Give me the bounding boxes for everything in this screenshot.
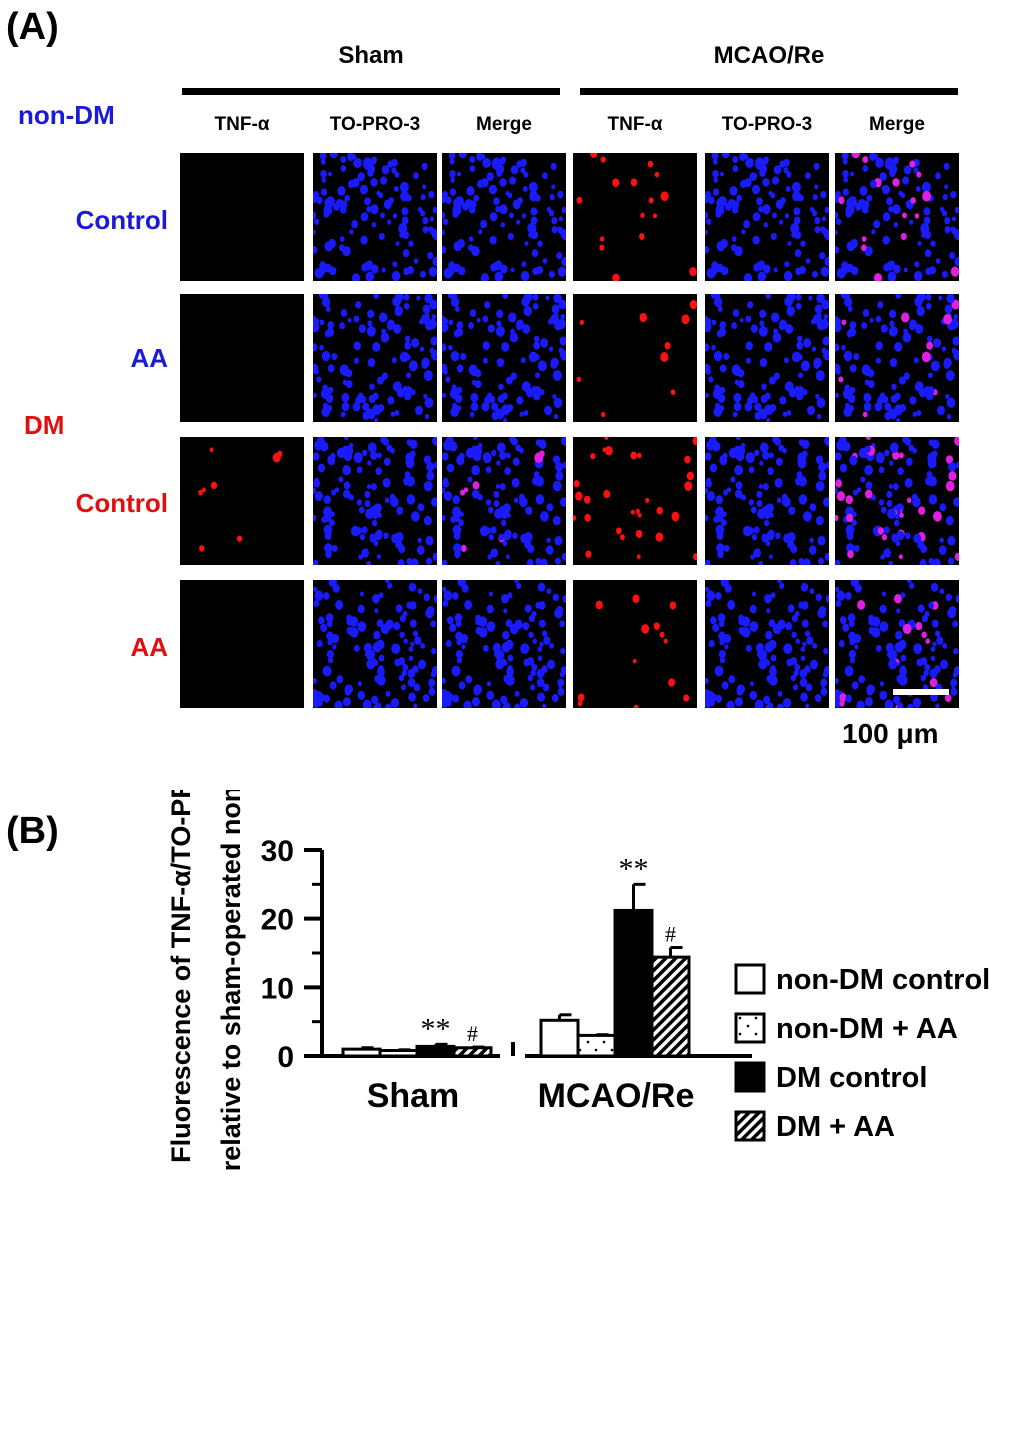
micrograph-tile (180, 153, 304, 281)
bar (452, 1046, 493, 1058)
micrograph-tile (835, 294, 959, 422)
micrograph-tile (180, 294, 304, 422)
group-bar-mcao (580, 88, 958, 95)
micrograph-tile (313, 580, 437, 708)
y-tick-label: 10 (261, 972, 294, 1005)
col-label-mcao-tnf: TNF-α (607, 114, 663, 135)
micrograph-tile (705, 294, 829, 422)
y-tick-label: 0 (277, 1041, 294, 1074)
col-label-sham-tnf: TNF-α (214, 114, 270, 135)
legend-swatch (734, 963, 766, 995)
section-label-dm: DM (24, 410, 65, 440)
col-label-sham-merge: Merge (476, 114, 532, 135)
group-bar-sham (182, 88, 560, 95)
micrograph-tile (313, 294, 437, 422)
panel-a-label: (A) (6, 6, 59, 48)
micrograph-tile (442, 437, 566, 565)
legend-label: non-DM + AA (776, 1013, 958, 1045)
micrograph-tile (180, 580, 304, 708)
micrograph-tile (573, 437, 697, 565)
significance-mark: ** (619, 852, 649, 885)
col-label-mcao-topro: TO-PRO-3 (721, 114, 813, 135)
micrograph-tile (835, 437, 959, 565)
legend-swatch (734, 1061, 766, 1093)
legend-label: non-DM control (776, 964, 990, 996)
micrograph-tile (573, 153, 697, 281)
micrograph-tile (705, 580, 829, 708)
significance-mark: ** (421, 1012, 451, 1045)
section-label-non-dm: non-DM (18, 100, 115, 130)
y-tick-label: 20 (261, 904, 294, 937)
x-category-label: MCAO/Re (538, 1077, 695, 1115)
scale-bar (893, 689, 949, 695)
bar (378, 1049, 419, 1058)
micrograph-tile (442, 580, 566, 708)
group-label-mcao: MCAO/Re (713, 42, 825, 69)
bar (613, 908, 654, 1058)
bar (650, 955, 691, 1058)
legend-swatch (734, 1110, 766, 1142)
col-label-mcao-merge: Merge (869, 114, 925, 135)
col-label-sham-topro: TO-PRO-3 (329, 114, 421, 135)
bar (539, 1018, 580, 1058)
micrograph-tile (442, 153, 566, 281)
micrograph-tile (835, 153, 959, 281)
row-label-dm-control: Control (75, 488, 168, 518)
legend-label: DM control (776, 1062, 927, 1094)
micrograph-tile (573, 580, 697, 708)
micrograph-tile (313, 153, 437, 281)
bar (341, 1047, 382, 1058)
bar (415, 1044, 456, 1058)
significance-mark: # (467, 1021, 478, 1046)
bar (576, 1033, 617, 1058)
micrograph-tile (573, 294, 697, 422)
legend-label: DM + AA (776, 1111, 895, 1143)
significance-mark: # (665, 922, 676, 947)
y-tick-label: 30 (261, 835, 294, 868)
micrograph-tile (835, 580, 959, 708)
y-axis-label: relative to sham-operated non-DM (216, 790, 246, 1171)
micrograph-tile (180, 437, 304, 565)
y-axis-label: Fluorescence of TNF-α/TO-PRO3 (166, 790, 196, 1163)
row-label-nondm-aa: AA (130, 343, 168, 373)
scale-bar-label: 100 μm (842, 718, 939, 749)
legend-swatch (734, 1012, 766, 1044)
group-label-sham: Sham (338, 42, 404, 69)
panel-b-label: (B) (6, 810, 59, 852)
micrograph-tile (442, 294, 566, 422)
micrograph-tile (705, 437, 829, 565)
micrograph-tile (313, 437, 437, 565)
bar-chart: 0 10 20 30 Fluorescence of TNF-α/TO-PRO3 rela… (166, 790, 990, 1171)
micrograph-tile (705, 153, 829, 281)
row-label-nondm-control: Control (75, 205, 168, 235)
row-label-dm-aa: AA (130, 632, 168, 662)
x-category-label: Sham (367, 1077, 460, 1115)
